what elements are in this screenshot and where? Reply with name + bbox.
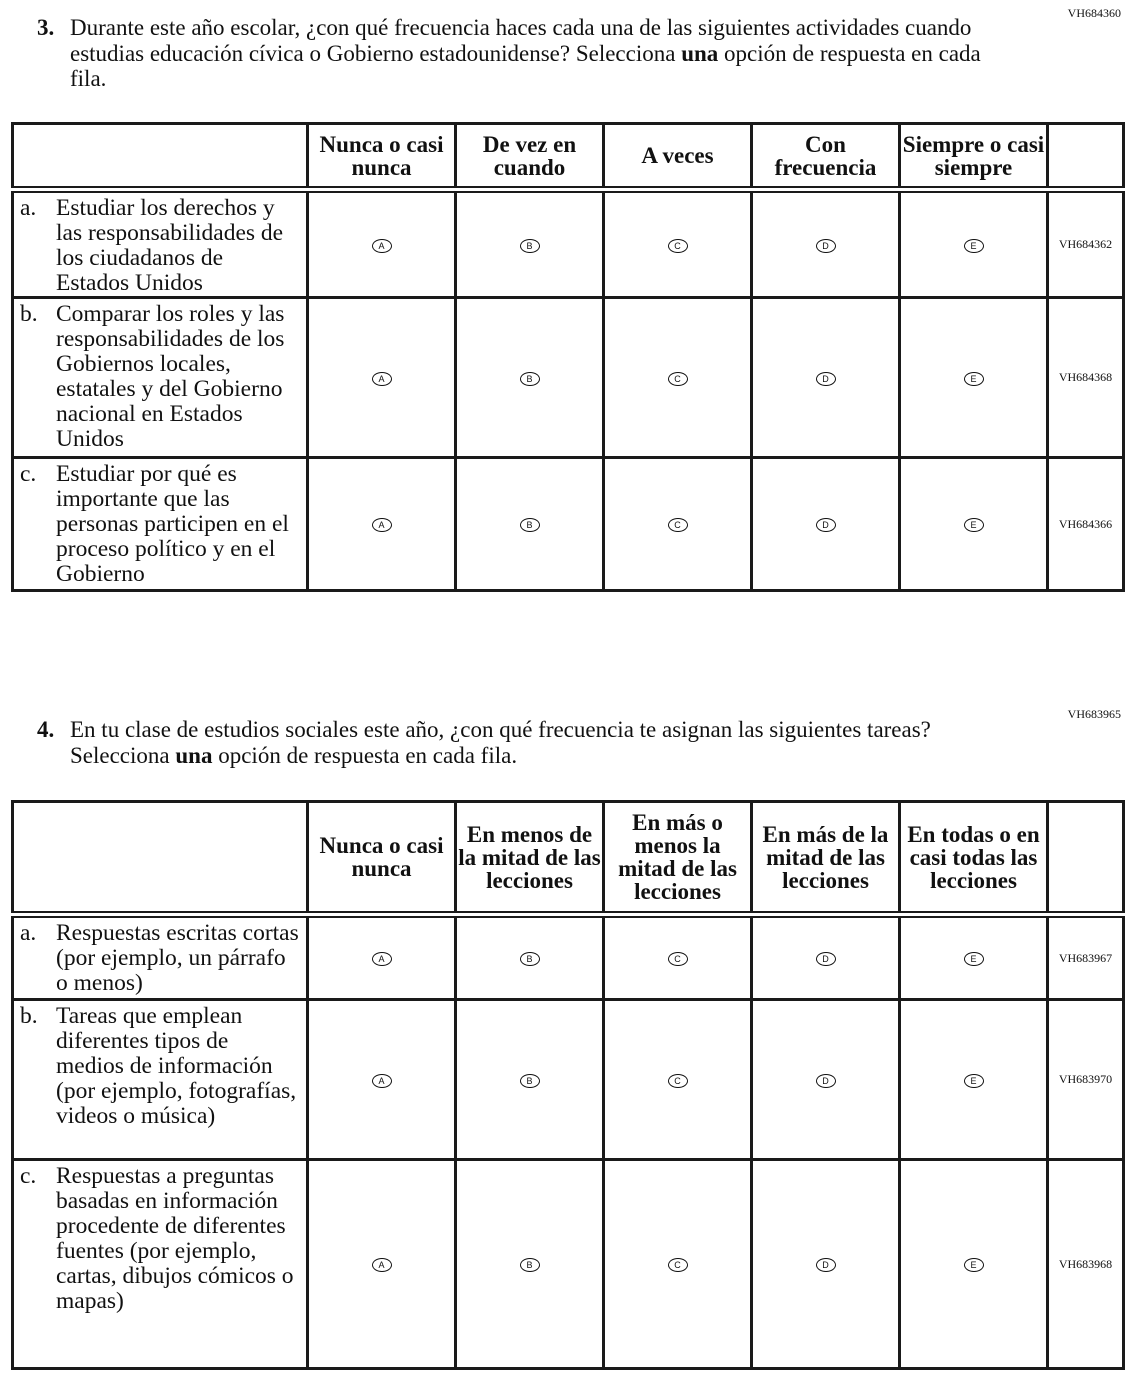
answer-bubble-b[interactable]: B bbox=[519, 518, 540, 532]
answer-bubble-e[interactable]: E bbox=[963, 1258, 984, 1272]
row-text: Tareas que emplean diferentes tipos de m… bbox=[56, 1003, 297, 1129]
item-code: VH683968 bbox=[1046, 1158, 1125, 1370]
answer-bubble-a[interactable]: A bbox=[371, 1258, 392, 1272]
row-text: Respuestas escritas cortas (por ejemplo,… bbox=[56, 920, 299, 996]
answer-bubble-c[interactable]: C bbox=[667, 1073, 688, 1088]
question-4-prompt: 4. En tu clase de estudios sociales este… bbox=[37, 717, 997, 768]
answer-bubble-e[interactable]: E bbox=[963, 518, 984, 532]
item-code: VH683967 bbox=[1046, 913, 1125, 1001]
prompt-text: opción de respuesta en cada fila. bbox=[70, 40, 981, 92]
row-text: Estudiar por qué es importante que las p… bbox=[56, 461, 289, 587]
table-row: c. Respuestas a preguntas basadas en info… bbox=[11, 1158, 1125, 1370]
answer-bubble-e[interactable]: E bbox=[963, 371, 984, 386]
column-header: Siempre o casi siempre bbox=[898, 122, 1049, 193]
row-letter: a. bbox=[20, 195, 37, 221]
answer-bubble-e[interactable]: E bbox=[963, 238, 984, 253]
item-code: VH684362 bbox=[1046, 188, 1125, 299]
answer-bubble-d[interactable]: D bbox=[815, 238, 836, 253]
answer-bubble-c[interactable]: C bbox=[667, 238, 688, 253]
table-row: a. Estudiar los derechos y las responsabi… bbox=[11, 188, 1125, 299]
answer-bubble-c[interactable]: C bbox=[667, 1258, 688, 1272]
column-header: En todas o en casi todas las lecciones bbox=[898, 800, 1049, 918]
item-code: VH684366 bbox=[1046, 456, 1125, 592]
row-label: c. Respuestas a preguntas basadas en info… bbox=[11, 1158, 309, 1370]
prompt-text: Durante este año escolar, ¿con qué frecu… bbox=[70, 15, 972, 66]
answer-bubble-b[interactable]: B bbox=[519, 1073, 540, 1088]
table-row: b. Comparar los roles y las responsabilid… bbox=[11, 296, 1125, 459]
row-text: Respuestas a preguntas basadas en inform… bbox=[56, 1163, 294, 1314]
row-letter: a. bbox=[20, 920, 37, 946]
answer-bubble-c[interactable]: C bbox=[667, 371, 688, 386]
row-letter: b. bbox=[20, 301, 38, 327]
column-header: Nunca o casi nunca bbox=[306, 800, 457, 918]
answer-bubble-c[interactable]: C bbox=[667, 518, 688, 532]
blank-header bbox=[1046, 122, 1125, 193]
row-text: Comparar los roles y las responsabilidad… bbox=[56, 301, 285, 452]
row-letter: c. bbox=[20, 461, 37, 487]
blank-header bbox=[11, 800, 309, 918]
blank-header bbox=[11, 122, 309, 193]
answer-bubble-a[interactable]: A bbox=[371, 371, 392, 386]
blank-header bbox=[1046, 800, 1125, 918]
row-text: Estudiar los derechos y las responsabili… bbox=[56, 195, 284, 296]
question-number: 3. bbox=[37, 15, 55, 40]
item-code: VH684368 bbox=[1046, 296, 1125, 459]
prompt-bold: una bbox=[681, 40, 719, 66]
column-header: En más o menos la mitad de las lecciones bbox=[602, 800, 753, 918]
column-header: Con frecuencia bbox=[750, 122, 901, 193]
row-label: b. Comparar los roles y las responsabilid… bbox=[11, 296, 309, 459]
answer-bubble-a[interactable]: A bbox=[371, 518, 392, 532]
answer-bubble-a[interactable]: A bbox=[371, 238, 392, 253]
row-label: a. Estudiar los derechos y las responsabi… bbox=[11, 188, 309, 299]
column-header: Nunca o casi nunca bbox=[306, 122, 457, 193]
answer-bubble-a[interactable]: A bbox=[371, 1073, 392, 1088]
column-header: En más de la mitad de las lecciones bbox=[750, 800, 901, 918]
answer-bubble-d[interactable]: D bbox=[815, 1073, 836, 1088]
answer-bubble-d[interactable]: D bbox=[815, 1258, 836, 1272]
answer-bubble-a[interactable]: A bbox=[371, 952, 392, 966]
answer-bubble-b[interactable]: B bbox=[519, 371, 540, 386]
answer-bubble-b[interactable]: B bbox=[519, 238, 540, 253]
row-label: b. Tareas que emplean diferentes tipos de… bbox=[11, 998, 309, 1161]
answer-bubble-d[interactable]: D bbox=[815, 371, 836, 386]
question-number: 4. bbox=[37, 717, 55, 742]
answer-bubble-b[interactable]: B bbox=[519, 1258, 540, 1272]
answer-bubble-e[interactable]: E bbox=[963, 1073, 984, 1088]
item-code: VH683970 bbox=[1046, 998, 1125, 1161]
question-3-prompt: 3. Durante este año escolar, ¿con qué fr… bbox=[37, 15, 997, 92]
table-row: a. Respuestas escritas cortas (por ejempl… bbox=[11, 913, 1125, 1001]
question-3-grid: Nunca o casi nunca De vez en cuando A vece… bbox=[11, 122, 1125, 592]
table-row: c. Estudiar por qué es importante que las… bbox=[11, 456, 1125, 592]
column-header: A veces bbox=[602, 122, 753, 193]
column-header: De vez en cuando bbox=[454, 122, 605, 193]
question-id: VH683965 bbox=[1067, 707, 1121, 721]
prompt-text: En tu clase de estudios sociales este añ… bbox=[70, 717, 931, 768]
row-letter: c. bbox=[20, 1163, 37, 1189]
answer-bubble-b[interactable]: B bbox=[519, 952, 540, 966]
question-4-grid: Nunca o casi nunca En menos de la mitad d… bbox=[11, 800, 1125, 1370]
answer-bubble-d[interactable]: D bbox=[815, 518, 836, 532]
question-id: VH684360 bbox=[1067, 6, 1121, 20]
answer-bubble-d[interactable]: D bbox=[815, 952, 836, 966]
prompt-bold: una bbox=[175, 742, 213, 768]
row-label: c. Estudiar por qué es importante que las… bbox=[11, 456, 309, 592]
answer-bubble-c[interactable]: C bbox=[667, 952, 688, 966]
column-header: En menos de la mitad de las lecciones bbox=[454, 800, 605, 918]
row-letter: b. bbox=[20, 1003, 38, 1029]
answer-bubble-e[interactable]: E bbox=[963, 952, 984, 966]
table-row: b. Tareas que emplean diferentes tipos de… bbox=[11, 998, 1125, 1161]
prompt-text: opción de respuesta en cada fila. bbox=[212, 742, 518, 768]
row-label: a. Respuestas escritas cortas (por ejempl… bbox=[11, 913, 309, 1001]
